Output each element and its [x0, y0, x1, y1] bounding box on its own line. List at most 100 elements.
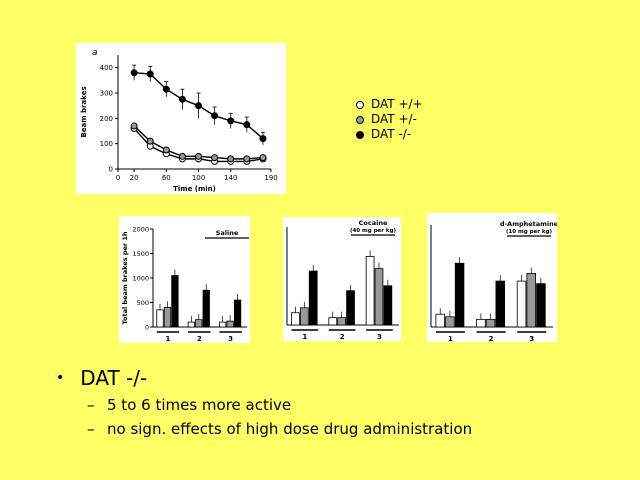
bar [476, 318, 486, 328]
y-tick-label: 1500 [132, 250, 149, 258]
x-tick-label: 190 [264, 174, 277, 182]
data-point [211, 112, 219, 120]
category-label: 2 [489, 335, 494, 342]
y-tick-label: 1000 [132, 275, 149, 283]
legend-marker-icon [356, 115, 364, 124]
dash-icon: – [87, 396, 95, 414]
data-point [259, 154, 267, 162]
y-tick-label: 2000 [132, 226, 149, 234]
bar [383, 285, 393, 326]
data-point [227, 155, 235, 163]
chart-title: Cocaine [359, 219, 388, 227]
bar-chart-amphetamine-panel: 1 2 3 d-Amphetamine (10 mg per kg) [427, 213, 559, 343]
bar [337, 317, 346, 326]
category-label: 2 [340, 333, 345, 341]
bar [195, 319, 203, 328]
bar [346, 290, 355, 326]
y-axis-label: Beam brakes [80, 86, 88, 137]
bar [233, 299, 242, 328]
sub-bullet-text: no sign. effects of high dose drug admin… [107, 420, 473, 438]
category-label: 3 [529, 335, 534, 342]
y-tick-label: 100 [100, 140, 113, 148]
category-label: 2 [197, 335, 202, 343]
y-tick-label: 400 [100, 64, 113, 72]
legend-marker-icon [356, 100, 364, 109]
category-label: 1 [448, 335, 453, 342]
bar [374, 268, 384, 326]
chart-title: d-Amphetamine [500, 220, 557, 228]
bar [187, 321, 195, 328]
data-point [130, 69, 138, 77]
bar [536, 283, 546, 328]
chart-subtitle: (10 mg per kg) [506, 229, 553, 235]
x-tick-label: 20 [130, 174, 139, 182]
bar [171, 275, 179, 328]
x-tick-label: 140 [224, 174, 237, 182]
chart-subtitle: (40 mg per kg) [350, 228, 397, 234]
y-axis-label: Total beam brakes per 1h [121, 231, 129, 324]
bar [526, 273, 536, 328]
bar [299, 307, 309, 326]
data-point [178, 95, 186, 103]
data-point [243, 121, 251, 129]
bar [365, 256, 375, 326]
data-point [195, 102, 203, 110]
x-axis-label: Time (min) [173, 185, 216, 193]
line-chart-panel: a 0 100 200 300 400 0 20 60 100 140 190 Time (min) Be… [76, 43, 286, 194]
bar [202, 289, 210, 328]
legend-label: DAT -/- [371, 127, 412, 141]
data-point [195, 152, 203, 160]
main-bullet-text: DAT -/- [80, 366, 148, 390]
legend: DAT +/+ DAT +/- DAT -/- [356, 97, 423, 142]
data-point [211, 154, 219, 162]
data-point [130, 122, 138, 130]
main-bullet: • DAT -/- [56, 366, 472, 390]
bar [485, 318, 496, 328]
y-tick-label: 0 [109, 166, 113, 174]
bar [445, 316, 455, 328]
bar [308, 270, 318, 326]
legend-item: DAT -/- [356, 127, 423, 142]
y-tick-label: 300 [100, 90, 113, 98]
y-tick-label: 0 [145, 324, 149, 332]
data-point [146, 70, 154, 78]
bar [328, 317, 338, 326]
data-point [146, 137, 154, 145]
bar [163, 307, 172, 328]
sub-bullet-text: 5 to 6 times more active [107, 396, 292, 414]
data-point [259, 135, 267, 143]
legend-item: DAT +/- [356, 112, 423, 127]
bar [219, 321, 227, 328]
data-point [162, 146, 170, 154]
x-tick-label: 60 [162, 174, 171, 182]
sub-bullet: – 5 to 6 times more active [87, 396, 472, 414]
chart-title: Saline [216, 229, 239, 237]
data-point [243, 155, 251, 163]
data-point [178, 152, 186, 160]
y-tick-label: 500 [137, 299, 149, 307]
bar-chart-cocaine: 1 2 3 Cocaine(40 mg per kg) [286, 219, 399, 341]
bar [226, 320, 234, 328]
legend-item: DAT +/+ [356, 97, 423, 112]
data-point [162, 85, 170, 93]
data-point [227, 117, 235, 125]
bar [156, 309, 164, 328]
bar-chart-saline-panel: 0 500 1000 1500 2000 Total beam brakes per 1h… [119, 216, 250, 343]
legend-marker-icon [356, 130, 364, 139]
sub-bullet: – no sign. effects of high dose drug adm… [87, 420, 472, 438]
bullet-dot-icon: • [56, 370, 65, 386]
category-label: 1 [166, 335, 171, 343]
bar [291, 312, 300, 326]
bar [454, 262, 465, 328]
category-label: 3 [228, 335, 233, 343]
x-tick-label: 100 [192, 174, 205, 182]
bar-chart-amphetamine: 1 2 3 d-Amphetamine(10 mg per kg) [430, 220, 559, 343]
y-tick-label: 200 [100, 115, 113, 123]
dash-icon: – [87, 420, 95, 438]
category-label: 1 [302, 333, 307, 341]
bar-chart-cocaine-panel: 1 2 3 Cocaine (40 mg per kg) [283, 217, 401, 341]
panel-label: a [92, 48, 98, 58]
bullet-list: • DAT -/- – 5 to 6 times more active – n… [56, 366, 472, 438]
category-label: 3 [377, 333, 382, 341]
